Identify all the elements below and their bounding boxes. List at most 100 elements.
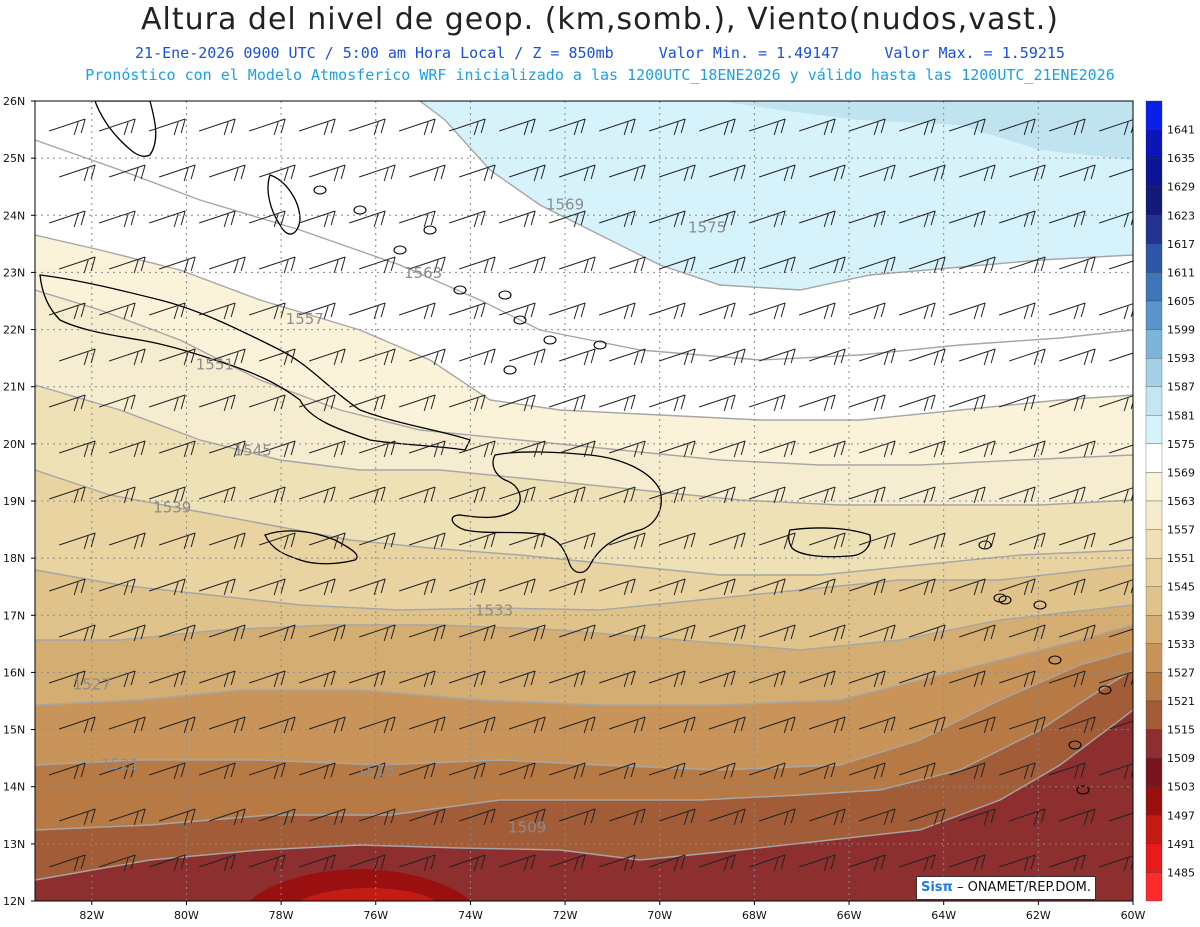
- colorbar-label: 1545: [1167, 581, 1195, 594]
- barb-feather: [1083, 535, 1089, 550]
- barb-shaft: [949, 302, 986, 316]
- barb-shaft: [559, 256, 596, 270]
- barb-shaft: [109, 808, 146, 822]
- wind-barb: [549, 854, 586, 872]
- wind-barb: [909, 716, 946, 734]
- barb-feather: [533, 719, 539, 734]
- wind-barb: [909, 440, 946, 458]
- barb-feather: [323, 581, 329, 596]
- colorbar-swatch: [1145, 415, 1163, 445]
- barb-feather: [230, 210, 236, 226]
- barb-feather: [340, 808, 346, 824]
- barb-feather: [1130, 676, 1133, 686]
- barb-feather: [223, 305, 229, 320]
- barb-feather: [1073, 857, 1079, 872]
- wind-barb: [699, 118, 736, 136]
- wind-barb: [1109, 349, 1145, 363]
- barb-shaft: [1099, 211, 1133, 224]
- wind-barb: [759, 808, 796, 826]
- wind-barb: [499, 670, 536, 688]
- wind-barb: [959, 256, 996, 274]
- barb-shaft: [659, 348, 696, 362]
- wind-barb: [549, 302, 586, 320]
- barb-feather: [90, 348, 96, 364]
- barb-feather: [933, 627, 939, 642]
- barb-feather: [290, 532, 296, 548]
- barb-feather: [623, 489, 629, 504]
- barb-shaft: [259, 532, 296, 546]
- barb-feather: [73, 397, 79, 412]
- wind-barb: [899, 118, 936, 136]
- wind-barb: [159, 348, 196, 366]
- wind-barb: [909, 808, 946, 826]
- barb-feather: [723, 857, 729, 872]
- barb-feather: [433, 811, 439, 826]
- barb-feather: [383, 535, 389, 550]
- wind-barb: [349, 210, 386, 228]
- barb-feather: [923, 397, 929, 412]
- barb-feather: [330, 854, 336, 870]
- barb-feather: [1141, 349, 1145, 363]
- barb-feather: [630, 762, 636, 778]
- barb-shaft: [849, 762, 886, 776]
- barb-shaft: [159, 440, 196, 454]
- barb-feather: [523, 121, 529, 136]
- barb-feather: [240, 164, 246, 180]
- barb-feather: [333, 167, 339, 182]
- wind-barb: [1109, 168, 1133, 178]
- barb-shaft: [649, 486, 686, 500]
- wind-barb: [649, 854, 686, 872]
- wind-barb: [399, 394, 436, 412]
- barb-feather: [233, 719, 239, 734]
- barb-shaft: [159, 256, 196, 270]
- wind-barb: [599, 486, 636, 504]
- barb-shaft: [1059, 716, 1096, 730]
- barb-shaft: [1009, 164, 1046, 178]
- barb-feather: [783, 719, 789, 734]
- wind-barb: [349, 762, 386, 780]
- barb-shaft: [309, 808, 346, 822]
- barb-feather: [780, 394, 786, 410]
- barb-shaft: [459, 440, 496, 454]
- wind-barb: [999, 118, 1036, 136]
- barb-feather: [90, 716, 96, 732]
- barb-feather: [190, 440, 196, 456]
- wind-barb: [709, 164, 746, 182]
- barb-feather: [183, 259, 189, 274]
- barb-shaft: [209, 164, 246, 178]
- barb-shaft: [749, 670, 786, 684]
- wind-barb: [349, 302, 386, 320]
- wind-barb: [1099, 671, 1133, 688]
- barb-feather: [740, 348, 746, 364]
- barb-shaft: [959, 256, 996, 270]
- barb-feather: [983, 627, 989, 642]
- barb-feather: [890, 256, 896, 272]
- barb-feather: [433, 719, 439, 734]
- barb-feather: [730, 762, 736, 778]
- barb-shaft: [759, 164, 796, 178]
- barb-shaft: [1109, 536, 1133, 546]
- barb-feather: [590, 164, 596, 180]
- barb-feather: [1023, 213, 1029, 228]
- barb-feather: [990, 532, 996, 548]
- wind-barb: [909, 164, 946, 182]
- wind-barb: [509, 348, 546, 366]
- wind-barb: [999, 302, 1036, 320]
- barb-feather: [623, 213, 629, 228]
- barb-feather: [530, 762, 536, 778]
- barb-feather: [673, 857, 679, 872]
- barb-feather: [680, 578, 686, 594]
- barb-feather: [1130, 860, 1133, 870]
- wind-barb: [109, 256, 146, 274]
- barb-shaft: [259, 716, 296, 730]
- barb-feather: [1130, 584, 1133, 594]
- wind-barb: [149, 394, 186, 412]
- barb-shaft: [459, 532, 496, 546]
- barb-shaft: [849, 210, 886, 224]
- barb-feather: [380, 394, 386, 410]
- valid-time-line: 21-Ene-2026 0900 UTC / 5:00 am Hora Loca…: [0, 44, 1200, 62]
- barb-shaft: [549, 670, 586, 684]
- wind-barb: [599, 578, 636, 596]
- wind-barb: [1009, 808, 1046, 826]
- barb-feather: [723, 397, 729, 412]
